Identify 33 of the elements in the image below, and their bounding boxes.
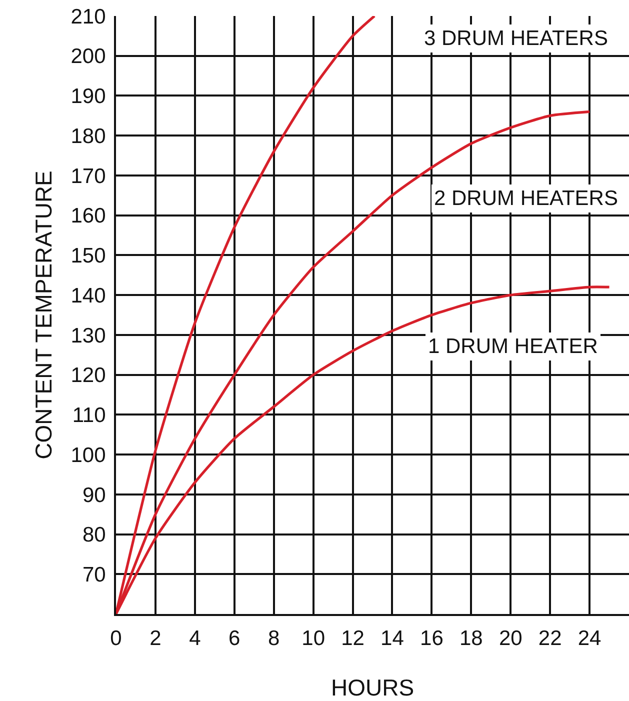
x-tick-label: 20 [498, 627, 522, 650]
x-axis-title: HOURS [330, 674, 414, 700]
x-tick-label: 12 [341, 627, 364, 650]
x-tick-label: 22 [538, 627, 562, 650]
x-tick-label: 10 [302, 627, 325, 650]
y-tick-label: 180 [70, 124, 106, 148]
y-tick-label: 140 [70, 284, 106, 308]
x-tick-label: 16 [420, 627, 444, 650]
x-tick-label: 6 [228, 627, 240, 650]
x-tick-label: 2 [150, 627, 162, 650]
x-tick-label: 14 [380, 627, 404, 650]
y-tick-label: 110 [72, 404, 106, 428]
y-tick-label: 190 [70, 85, 106, 108]
x-tick-label: 8 [268, 627, 280, 650]
y-tick-label: 210 [70, 5, 106, 28]
x-tick-label: 24 [578, 627, 602, 650]
y-tick-label: 200 [70, 45, 106, 68]
x-tick-label: 4 [189, 627, 202, 650]
y-tick-label: 160 [70, 204, 106, 228]
x-tick-label: 18 [459, 627, 483, 650]
y-tick-label: 90 [82, 484, 106, 507]
y-tick-label: 100 [70, 444, 106, 467]
series-label: 2 DRUM HEATERS [434, 187, 618, 210]
y-tick-label: 80 [82, 524, 106, 547]
x-tick-label: 0 [110, 627, 122, 650]
y-axis-title: CONTENT TEMPERATURE [30, 170, 57, 460]
y-tick-label: 130 [70, 324, 106, 348]
y-tick-label: 120 [70, 364, 106, 388]
y-tick-label: 70 [82, 563, 106, 586]
series-label: 1 DRUM HEATER [428, 335, 598, 358]
text: 3 DRUM HEATERS [424, 27, 608, 50]
y-tick-label: 170 [70, 164, 106, 188]
y-tick-label: 150 [70, 244, 106, 268]
